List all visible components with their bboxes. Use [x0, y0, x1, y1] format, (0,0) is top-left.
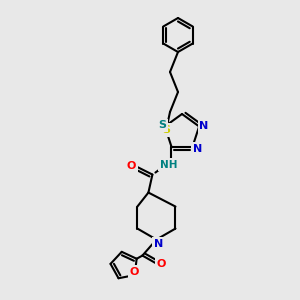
Text: N: N — [154, 238, 163, 249]
Text: S: S — [162, 125, 170, 135]
Text: O: O — [127, 160, 136, 171]
Text: N: N — [200, 122, 209, 131]
Text: S: S — [158, 120, 166, 130]
Text: N: N — [193, 144, 202, 154]
Text: O: O — [157, 259, 166, 269]
Text: O: O — [130, 267, 140, 277]
Text: NH: NH — [160, 160, 177, 170]
